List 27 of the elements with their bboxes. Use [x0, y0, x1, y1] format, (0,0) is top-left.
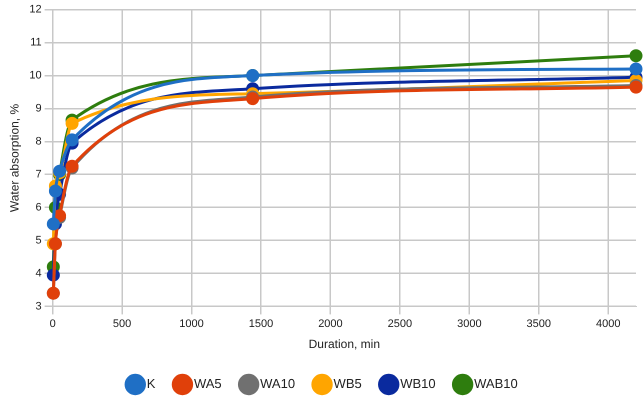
- x-tick-label: 0: [50, 318, 56, 330]
- legend-label: WB5: [334, 376, 362, 392]
- y-tick-label: 3: [36, 300, 42, 312]
- x-axis-title: Duration, min: [308, 337, 380, 352]
- x-tick-label: 3000: [457, 318, 482, 330]
- x-tick-label: 3500: [526, 318, 552, 330]
- x-tick-label: 500: [112, 318, 132, 330]
- y-tick-label: 9: [36, 102, 42, 115]
- y-axis-title: Water absorption, %: [8, 104, 22, 212]
- y-tick-label: 11: [30, 36, 42, 49]
- legend-label: WA10: [260, 376, 296, 392]
- y-tick-label: 5: [36, 234, 42, 246]
- x-tick-label: 1500: [248, 318, 274, 330]
- y-tick-label: 7: [36, 168, 42, 181]
- legend-label: K: [146, 376, 156, 392]
- x-tick-label: 2000: [318, 318, 343, 330]
- legend-label: WB10: [400, 376, 436, 392]
- y-tick-label: 10: [29, 70, 42, 82]
- x-tick-label: 2500: [388, 318, 412, 330]
- x-tick-label: 4000: [596, 318, 620, 330]
- x-tick-label: 1000: [179, 318, 204, 330]
- legend-label: WAB10: [474, 376, 518, 392]
- y-tick-label: 6: [36, 202, 42, 214]
- legend-label: WA5: [194, 376, 222, 392]
- y-tick-label: 4: [36, 267, 42, 280]
- y-tick-label: 12: [29, 4, 42, 16]
- y-tick-label: 8: [36, 136, 42, 148]
